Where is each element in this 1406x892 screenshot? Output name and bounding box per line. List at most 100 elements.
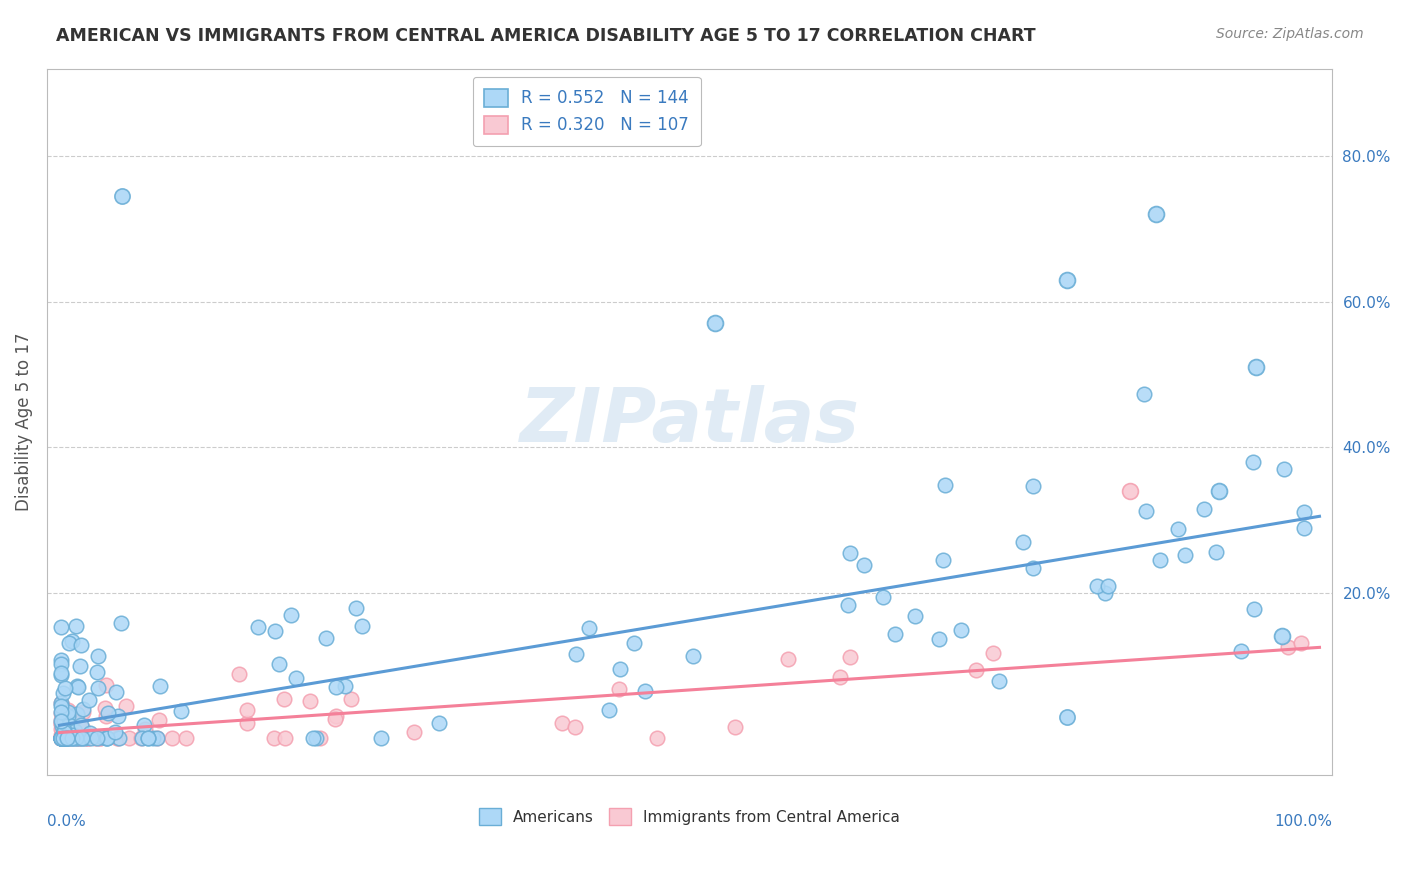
Point (49, 728, 72, 742)
Point (62, 728, 84, 742)
Point (1135, 504, 1157, 518)
Point (578, 621, 600, 635)
Text: 100.0%: 100.0% (1274, 814, 1331, 829)
Point (53, 718, 76, 732)
Point (904, 609, 927, 624)
Point (51, 731, 73, 745)
Point (1094, 586, 1116, 600)
Point (55, 731, 77, 745)
Point (66, 731, 89, 745)
Point (86, 665, 108, 679)
Point (55, 718, 77, 732)
Point (49, 699, 72, 714)
Point (77, 731, 100, 745)
Point (1243, 601, 1265, 615)
Point (1292, 521, 1315, 535)
Point (52, 731, 75, 745)
Point (104, 724, 127, 739)
Point (79, 726, 101, 740)
Point (66, 680, 89, 694)
Point (55, 731, 77, 745)
Point (609, 682, 631, 697)
Point (55, 731, 77, 745)
Point (274, 731, 297, 745)
Point (67, 731, 90, 745)
Point (49, 731, 72, 745)
Point (60, 718, 83, 732)
Point (80, 731, 103, 745)
Point (56, 731, 79, 745)
Point (1144, 207, 1167, 221)
Point (49, 731, 72, 745)
Point (51, 705, 73, 719)
Point (884, 627, 907, 641)
Point (299, 693, 322, 707)
Point (72, 723, 94, 737)
Point (263, 731, 285, 745)
Point (105, 685, 128, 699)
Point (60, 731, 83, 745)
Point (52, 731, 75, 745)
Point (1271, 630, 1294, 644)
Point (51, 729, 73, 743)
Point (129, 731, 152, 745)
Y-axis label: Disability Age 5 to 17: Disability Age 5 to 17 (15, 333, 32, 511)
Point (51, 731, 73, 745)
Point (52, 731, 75, 745)
Point (273, 692, 295, 706)
Point (51, 731, 73, 745)
Point (1056, 273, 1078, 287)
Point (94, 709, 117, 723)
Point (94, 701, 117, 715)
Point (76, 731, 98, 745)
Point (53, 731, 76, 745)
Point (49, 731, 72, 745)
Point (69, 659, 91, 673)
Point (59, 711, 82, 725)
Point (49, 731, 72, 745)
Point (598, 703, 620, 717)
Point (76, 731, 98, 745)
Point (52, 731, 75, 745)
Point (58, 731, 80, 745)
Point (170, 705, 193, 719)
Point (89, 731, 111, 745)
Point (56, 731, 79, 745)
Point (69, 731, 91, 745)
Point (51, 729, 73, 743)
Point (108, 731, 131, 745)
Point (49, 731, 72, 745)
Point (325, 680, 347, 694)
Point (333, 679, 356, 693)
Point (1119, 483, 1142, 498)
Point (52, 723, 75, 737)
Text: 0.0%: 0.0% (46, 814, 86, 829)
Point (65, 731, 87, 745)
Point (932, 552, 955, 566)
Point (315, 632, 337, 646)
Point (94, 678, 117, 692)
Point (49, 731, 72, 745)
Point (75, 731, 97, 745)
Point (645, 731, 668, 745)
Point (246, 620, 269, 634)
Point (49, 668, 72, 682)
Point (67, 721, 90, 735)
Point (51, 718, 73, 732)
Point (308, 731, 330, 745)
Point (96, 731, 118, 745)
Point (1241, 455, 1264, 469)
Point (52, 717, 75, 731)
Point (352, 619, 374, 633)
Text: AMERICAN VS IMMIGRANTS FROM CENTRAL AMERICA DISABILITY AGE 5 TO 17 CORRELATION C: AMERICAN VS IMMIGRANTS FROM CENTRAL AMER… (56, 27, 1036, 45)
Point (634, 684, 657, 698)
Point (136, 731, 159, 745)
Point (86, 731, 108, 745)
Point (51, 731, 73, 745)
Point (56, 731, 79, 745)
Point (145, 731, 167, 745)
Point (56, 707, 79, 722)
Point (1022, 479, 1045, 493)
Point (1056, 709, 1078, 723)
Point (60, 720, 83, 734)
